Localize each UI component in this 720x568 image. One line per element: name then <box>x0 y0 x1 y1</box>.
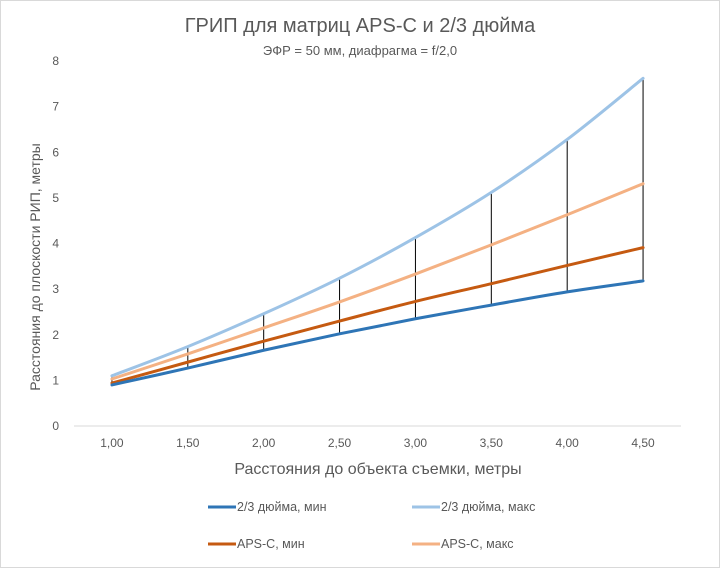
y-tick-label: 5 <box>52 191 59 205</box>
y-tick-label: 8 <box>52 54 59 68</box>
y-tick-label: 2 <box>52 328 59 342</box>
y-tick-label: 6 <box>52 145 59 159</box>
x-axis-title: Расстояния до объекта съемки, метры <box>234 461 521 478</box>
legend-label: APS-C, мин <box>237 537 305 551</box>
y-tick-label: 3 <box>52 282 59 296</box>
legend: 2/3 дюйма, мин 2/3 дюйма, макс APS-C, мин A… <box>208 500 535 551</box>
series-line <box>110 279 645 387</box>
legend-label: 2/3 дюйма, мин <box>237 500 327 514</box>
y-tick-label: 7 <box>52 100 59 114</box>
chart-title: ГРИП для матриц APS-C и 2/3 дюйма <box>185 15 536 37</box>
y-tick-label: 4 <box>52 237 59 251</box>
x-tick-label: 1,00 <box>100 436 124 450</box>
x-tick-label: 4,50 <box>631 436 655 450</box>
chart-subtitle: ЭФР = 50 мм, диафрагма = f/2,0 <box>263 43 457 58</box>
y-axis-title: Расстояния до плоскости РИП, метры <box>27 143 43 390</box>
x-axis: 1,00 1,50 2,00 2,50 3,00 3,50 4,00 4,50 <box>74 425 681 450</box>
x-tick-label: 3,00 <box>404 436 428 450</box>
x-tick-label: 1,50 <box>176 436 200 450</box>
legend-label: APS-C, макс <box>441 537 514 551</box>
series-line <box>110 76 645 378</box>
series-line <box>110 246 645 385</box>
x-tick-label: 2,00 <box>252 436 276 450</box>
y-axis: 0 1 2 3 4 5 6 7 8 <box>52 54 59 433</box>
y-tick-label: 0 <box>52 419 59 433</box>
legend-label: 2/3 дюйма, макс <box>441 500 535 514</box>
x-tick-label: 4,00 <box>556 436 580 450</box>
y-tick-label: 1 <box>52 373 59 387</box>
series-line <box>110 182 645 381</box>
x-tick-label: 2,50 <box>328 436 352 450</box>
series-lines <box>110 76 645 387</box>
x-tick-label: 3,50 <box>480 436 504 450</box>
hi-lo-lines <box>111 78 644 385</box>
